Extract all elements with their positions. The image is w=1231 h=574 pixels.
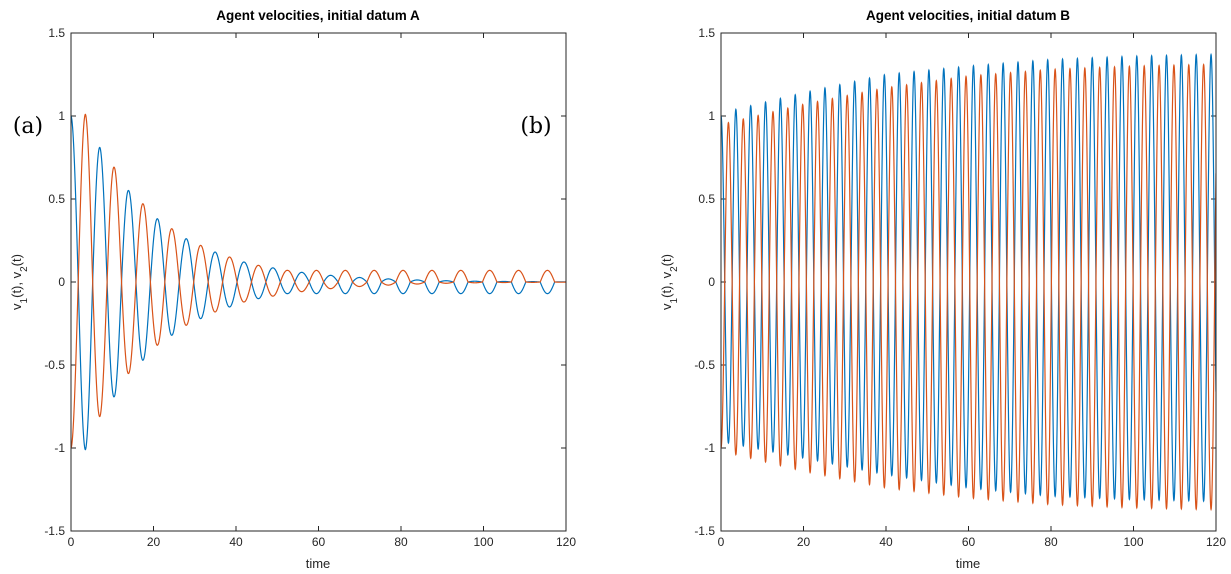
chart-a-x-tick-label: 0 — [68, 535, 75, 549]
chart-a-x-tick-label: 120 — [556, 535, 576, 549]
chart-a-x-tick-label: 100 — [473, 535, 493, 549]
chart-a: Agent velocities, initial datum A (a) (b… — [9, 8, 576, 571]
chart-a-y-tick: -0.5 — [44, 358, 566, 372]
chart-a-y-tick-label: 1.5 — [48, 26, 65, 40]
chart-a-y-tick-label: 1 — [58, 109, 65, 123]
chart-b-x-tick-label: 100 — [1123, 535, 1143, 549]
chart-b-series-1-line — [721, 52, 1216, 503]
svg-text:v1(t), v2(t): v1(t), v2(t) — [9, 254, 30, 310]
chart-b-y-tick-label: 1.5 — [698, 26, 715, 40]
chart-b-y-tick-label: -0.5 — [694, 358, 715, 372]
chart-b-x-tick: 60 — [962, 33, 976, 549]
chart-b-x-tick: 20 — [797, 33, 811, 549]
chart-a-y-tick: 1 — [58, 109, 566, 123]
chart-a-frame — [70, 32, 567, 532]
chart-a-xlabel: time — [306, 556, 331, 571]
chart-b-y-tick: -0.5 — [694, 358, 1216, 372]
chart-a-x-tick: 60 — [312, 33, 326, 549]
chart-a-series-1-line — [71, 115, 566, 451]
chart-b-y-tick-label: 1 — [708, 109, 715, 123]
chart-a-y-tick-label: 0.5 — [48, 192, 65, 206]
chart-a-x-tick-label: 80 — [394, 535, 408, 549]
chart-a-x-tick: 100 — [473, 33, 494, 549]
chart-b-frame — [720, 32, 1217, 532]
chart-b-x-tick: 100 — [1123, 33, 1144, 549]
chart-b-ylabel: v1(t), v2(t) — [659, 254, 680, 310]
chart-a-x-tick-label: 60 — [312, 535, 326, 549]
chart-a-panel-label: (a) — [13, 114, 43, 139]
chart-b-y-tick: -1 — [704, 441, 1216, 455]
chart-b-x-tick: 80 — [1044, 33, 1058, 549]
chart-a-y-tick: 0 — [58, 275, 566, 289]
chart-a-title: Agent velocities, initial datum A — [216, 8, 420, 23]
svg-text:v1(t), v2(t): v1(t), v2(t) — [659, 254, 680, 310]
chart-a-y-tick: -1 — [54, 441, 566, 455]
chart-b-y-tick-label: 0 — [708, 275, 715, 289]
chart-b-x-tick-label: 0 — [718, 535, 725, 549]
chart-a-ylabel: v1(t), v2(t) — [9, 254, 30, 310]
chart-b-x-tick-label: 40 — [879, 535, 893, 549]
chart-b-y-tick-label: 0.5 — [698, 192, 715, 206]
chart-b-x-tick: 40 — [879, 33, 893, 549]
chart-a-y-tick-label: 0 — [58, 275, 65, 289]
chart-b-series-2-line — [721, 63, 1216, 512]
chart-a-y-tick-label: -1 — [54, 441, 65, 455]
chart-a-y-tick-label: -0.5 — [44, 358, 65, 372]
chart-b-panel-label: (b) — [520, 114, 551, 139]
chart-b-x-tick-label: 120 — [1206, 535, 1226, 549]
chart-a-x-tick-label: 20 — [147, 535, 161, 549]
chart-b-x-tick-label: 60 — [962, 535, 976, 549]
chart-a-x-tick: 80 — [394, 33, 408, 549]
chart-a-x-tick: 40 — [229, 33, 243, 549]
chart-b-x-tick-label: 80 — [1044, 535, 1058, 549]
chart-b-y-tick: 1 — [708, 109, 1216, 123]
chart-b-xlabel: time — [956, 556, 981, 571]
chart-a-y-tick: 0.5 — [48, 192, 566, 206]
chart-a-series-2-line — [71, 113, 566, 449]
chart-b-x-tick-label: 20 — [797, 535, 811, 549]
chart-a-x-tick: 20 — [147, 33, 161, 549]
chart-a-y-tick-label: -1.5 — [44, 524, 65, 538]
chart-b-title: Agent velocities, initial datum B — [866, 8, 1070, 23]
chart-b-y-tick-label: -1.5 — [694, 524, 715, 538]
chart-a-x-tick-label: 40 — [229, 535, 243, 549]
chart-b: Agent velocities, initial datum B time v… — [659, 8, 1226, 571]
chart-b-y-tick-label: -1 — [704, 441, 715, 455]
